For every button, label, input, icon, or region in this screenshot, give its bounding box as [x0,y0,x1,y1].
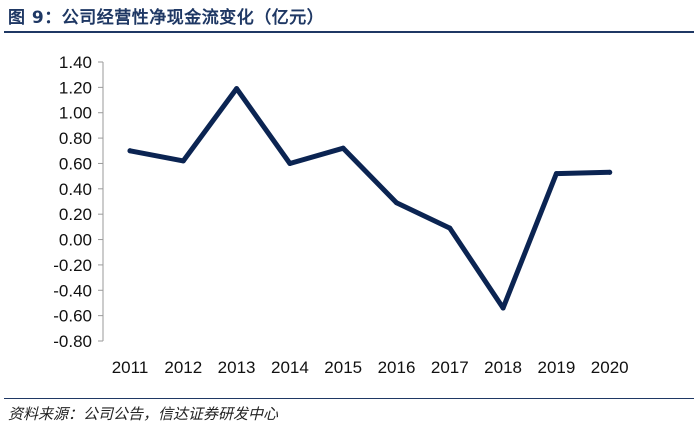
y-tick-label: 0.20 [59,205,92,224]
x-tick-label: 2016 [378,358,416,377]
line-chart: 1.40 1.20 1.00 0.80 0.60 0.40 0.20 0.00 -0.20 -0.… [53,53,629,377]
y-tick-label: -0.60 [53,307,92,326]
x-tick-label: 2018 [484,358,522,377]
data-point [447,225,453,231]
series-line [127,86,613,311]
data-point [180,158,186,164]
data-point [607,169,613,175]
x-axis-ticks: 2011 2012 2013 2014 2015 2016 2017 2018 2019 2020 [112,358,629,377]
y-tick-label: 0.60 [59,154,92,173]
y-tick-label: -0.80 [53,332,92,351]
source-note: 资料来源：公司公告，信达证券研发中心 [8,405,279,423]
x-tick-label: 2014 [271,358,309,377]
source-divider [4,398,694,399]
y-tick-label: 0.40 [59,180,92,199]
data-point [394,200,399,206]
x-tick-label: 2017 [431,358,469,377]
data-point [287,160,293,166]
data-point [127,148,133,154]
y-tick-label: -0.20 [53,256,92,275]
x-tick-label: 2015 [324,358,362,377]
y-tick-label: 1.20 [59,78,92,97]
x-tick-label: 2020 [591,358,629,377]
y-tick-label: 1.00 [59,104,92,123]
y-tick-label: 1.40 [59,53,92,72]
title-divider [4,31,694,33]
y-axis-ticks: 1.40 1.20 1.00 0.80 0.60 0.40 0.20 0.00 -0.20 -0.… [53,53,103,351]
y-tick-label: 0.80 [59,129,92,148]
figure-title: 图 9：公司经营性净现金流变化（亿元） [8,8,325,28]
chart-series [127,86,613,311]
x-tick-label: 2019 [537,358,575,377]
y-tick-label: 0.00 [59,231,92,250]
data-point [340,145,346,151]
data-point [553,171,559,177]
x-tick-label: 2011 [112,358,149,377]
x-tick-label: 2012 [164,358,202,377]
y-tick-label: -0.40 [53,281,92,300]
data-point [234,86,240,92]
x-tick-label: 2013 [218,358,256,377]
data-point [500,305,506,311]
